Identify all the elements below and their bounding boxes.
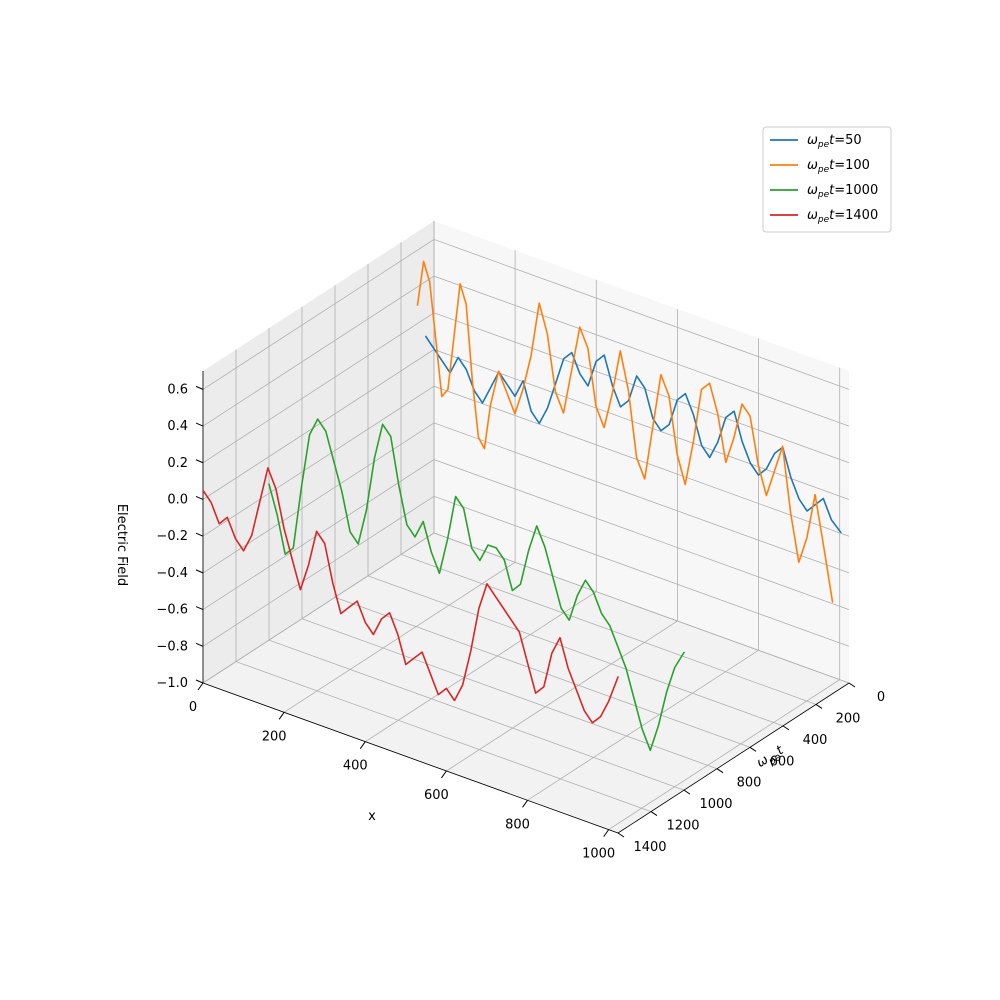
legend-frame — [762, 126, 892, 233]
series-line-50 — [424, 335, 842, 534]
z-tick-label: 0.6 — [167, 382, 188, 397]
z-tick-label: 0.4 — [167, 419, 188, 434]
y-tick-label: 600 — [770, 754, 795, 769]
legend: ωpet=50 ωpet=100 ωpet=1000 ωpet=1400 — [762, 126, 892, 233]
series-line-100 — [416, 260, 834, 603]
z-tick-mark — [195, 569, 204, 574]
z-tick-mark — [195, 385, 204, 390]
z-gridline — [202, 275, 850, 427]
x-tick-mark — [359, 741, 366, 749]
x-tick-mark — [278, 712, 285, 720]
x-tick-mark — [197, 682, 204, 691]
x-axis-line — [202, 682, 619, 834]
z-tick-mark — [195, 532, 204, 537]
x-tick-label: 1000 — [582, 847, 615, 862]
x-tick-label: 200 — [262, 729, 287, 744]
z-tick-label: −0.4 — [156, 566, 188, 581]
x-tick-label: 400 — [343, 759, 368, 774]
y-axis-line — [617, 682, 850, 834]
z-tick-mark — [195, 496, 204, 500]
z-tick-mark — [195, 459, 204, 464]
y-tick-mark — [848, 682, 856, 688]
plot-series — [202, 260, 842, 752]
y-tick-label: 200 — [836, 711, 861, 726]
y-tick-mark — [749, 746, 757, 752]
legend-label-1000: ωpet=1000 — [807, 183, 878, 200]
z-tick-label: −1.0 — [156, 676, 188, 691]
axes-lines — [202, 371, 850, 834]
axes-panes — [203, 221, 849, 833]
y-tick-mark — [815, 704, 823, 709]
series-line-1000 — [268, 418, 685, 752]
z-tick-mark — [195, 422, 204, 427]
x-axis-label: x — [368, 809, 376, 824]
z-gridline — [202, 459, 850, 610]
y-tick-label: 0 — [877, 690, 885, 705]
z-tick-label: −0.6 — [156, 603, 188, 618]
x-tick-mark — [522, 800, 528, 808]
z-axis-label: Electric Field — [114, 504, 129, 586]
series-line-1400 — [202, 467, 619, 724]
y-tick-mark — [683, 789, 691, 795]
z-tick-label: 0.0 — [167, 492, 188, 507]
x-tick-label: 800 — [505, 817, 530, 832]
legend-label-1400: ωpet=1400 — [807, 208, 878, 225]
y-tick-label: 400 — [803, 733, 828, 748]
z-gridline — [202, 238, 850, 390]
side-pane — [203, 221, 434, 683]
x-tick-label: 0 — [189, 700, 197, 715]
y-tick-label: 1200 — [666, 819, 699, 834]
z-gridline — [202, 422, 850, 574]
y-tick-mark — [716, 768, 724, 774]
x-tick-label: 600 — [424, 788, 449, 803]
x-tick-mark — [440, 770, 447, 779]
z-tick-label: 0.2 — [167, 456, 188, 471]
x-tick-mark — [603, 829, 610, 837]
z-gridline — [202, 312, 850, 464]
y-tick-label: 800 — [737, 776, 762, 791]
y-tick-mark — [650, 811, 658, 816]
y-tick-label: 1400 — [633, 840, 666, 855]
y-tick-mark — [617, 832, 625, 838]
legend-label-100: ωpet=100 — [807, 158, 870, 175]
axes-ticks: 0200400600800100002004006008001000120014… — [156, 382, 885, 861]
z-tick-label: −0.2 — [156, 529, 188, 544]
z-tick-mark — [195, 679, 204, 684]
back-pane — [434, 221, 849, 683]
legend-label-50: ωpet=50 — [807, 133, 862, 150]
y-tick-mark — [782, 725, 790, 731]
z-tick-mark — [195, 642, 204, 647]
z-tick-mark — [195, 606, 204, 611]
z-gridline — [202, 532, 850, 684]
z-gridline — [202, 385, 850, 537]
z-gridline — [202, 495, 850, 647]
y-tick-label: 1000 — [699, 797, 732, 812]
z-tick-label: −0.8 — [156, 639, 188, 654]
